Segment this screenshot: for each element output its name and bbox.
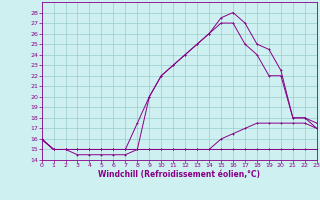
X-axis label: Windchill (Refroidissement éolien,°C): Windchill (Refroidissement éolien,°C) (98, 170, 260, 179)
